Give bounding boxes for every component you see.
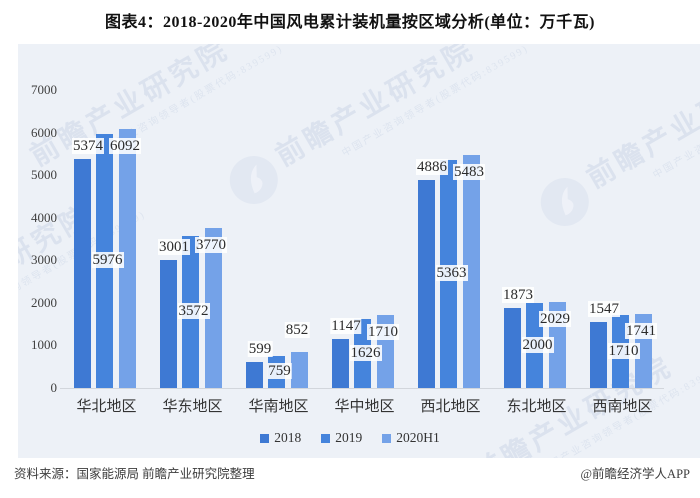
- bar-value-label: 3572: [177, 303, 210, 319]
- legend-label: 2018: [274, 430, 302, 445]
- bar-value-label: 599: [247, 341, 273, 357]
- x-axis-label: 华中地区: [334, 399, 395, 415]
- legend-label: 2020H1: [396, 430, 440, 445]
- bar: [290, 352, 308, 388]
- qianzhan-logo-icon: [540, 178, 589, 226]
- bar: [73, 159, 91, 388]
- y-axis-tick-label: 1000: [31, 337, 57, 353]
- x-axis-label: 西南地区: [592, 399, 653, 415]
- bar-value-label: 852: [284, 322, 310, 338]
- y-axis-tick-label: 6000: [31, 124, 57, 140]
- x-axis-label: 华东地区: [162, 399, 223, 415]
- bar: [245, 362, 263, 388]
- legend-item: 2020H1: [382, 430, 440, 446]
- bar-value-label: 1710: [607, 342, 640, 359]
- bar: [159, 260, 177, 388]
- x-axis-label: 东北地区: [506, 399, 567, 415]
- bar-value-label: 759: [267, 363, 292, 379]
- y-axis-tick-label: 7000: [31, 82, 57, 97]
- chart-title: 图表4：2018-2020年中国风电累计装机量按区域分析(单位：万千瓦): [105, 14, 595, 31]
- legend-item: 2018: [260, 430, 301, 446]
- x-axis-label: 西北地区: [420, 399, 481, 415]
- bar-value-label: 3001: [158, 239, 190, 255]
- bar-value-label: 1873: [502, 287, 534, 303]
- x-axis-label: 华南地区: [248, 399, 309, 415]
- data-source-text: 资料来源：国家能源局 前瞻产业研究院整理: [14, 467, 255, 481]
- legend-item: 2019: [321, 430, 362, 446]
- footer-row: 资料来源：国家能源局 前瞻产业研究院整理 @前瞻经济学人APP: [0, 463, 700, 483]
- legend-swatch: [321, 433, 331, 443]
- watermark: 前瞻产业研究院中国产业咨询领导者(股票代码:839599): [219, 44, 531, 216]
- bar-value-label: 4886: [416, 159, 448, 175]
- bar-value-label: 2029: [539, 311, 571, 327]
- y-axis-tick-label: 4000: [31, 209, 57, 225]
- bar-value-label: 3770: [195, 237, 227, 253]
- bar: [462, 155, 480, 388]
- bar: [503, 308, 521, 388]
- y-axis-tick-label: 2000: [31, 294, 57, 310]
- bar: [417, 180, 435, 388]
- x-axis-line: [60, 388, 664, 389]
- bar-value-label: 5374: [72, 138, 104, 154]
- bar: [204, 228, 222, 388]
- chart-legend: 2018 2019 2020H1: [0, 430, 700, 446]
- legend-swatch: [382, 433, 392, 443]
- qianzhan-logo-icon: [229, 156, 278, 204]
- bar: [331, 339, 349, 388]
- bar-value-label: 1547: [588, 301, 620, 317]
- bar: [118, 129, 136, 388]
- y-axis-tick-label: 5000: [31, 167, 57, 183]
- bar-value-label: 5976: [91, 252, 124, 268]
- bar-value-label: 1710: [367, 324, 399, 340]
- bar-value-label: 6092: [109, 138, 141, 154]
- bar-value-label: 2000: [521, 336, 554, 353]
- watermark-layer: 前瞻产业研究院 中国产业咨询领导者(股票代码:839599) 前瞻产业研究院 中国产业…: [18, 44, 700, 458]
- bar: [589, 322, 607, 388]
- bar-value-label: 1626: [349, 344, 382, 361]
- legend-swatch: [260, 433, 270, 443]
- y-axis-tick-label: 3000: [31, 252, 57, 268]
- x-axis-label: 华北地区: [76, 399, 137, 415]
- y-axis-tick-label: 0: [50, 380, 58, 395]
- publisher-credit-text: @前瞻经济学人APP: [580, 467, 690, 481]
- watermark: 前瞻产业研究院中国产业咨询领导者(股票代码:839599): [530, 44, 700, 238]
- legend-label: 2019: [335, 430, 363, 445]
- bar-value-label: 5363: [435, 265, 468, 281]
- bar-value-label: 1147: [330, 318, 362, 334]
- bar-value-label: 1741: [625, 323, 657, 339]
- bar-value-label: 5483: [453, 164, 485, 180]
